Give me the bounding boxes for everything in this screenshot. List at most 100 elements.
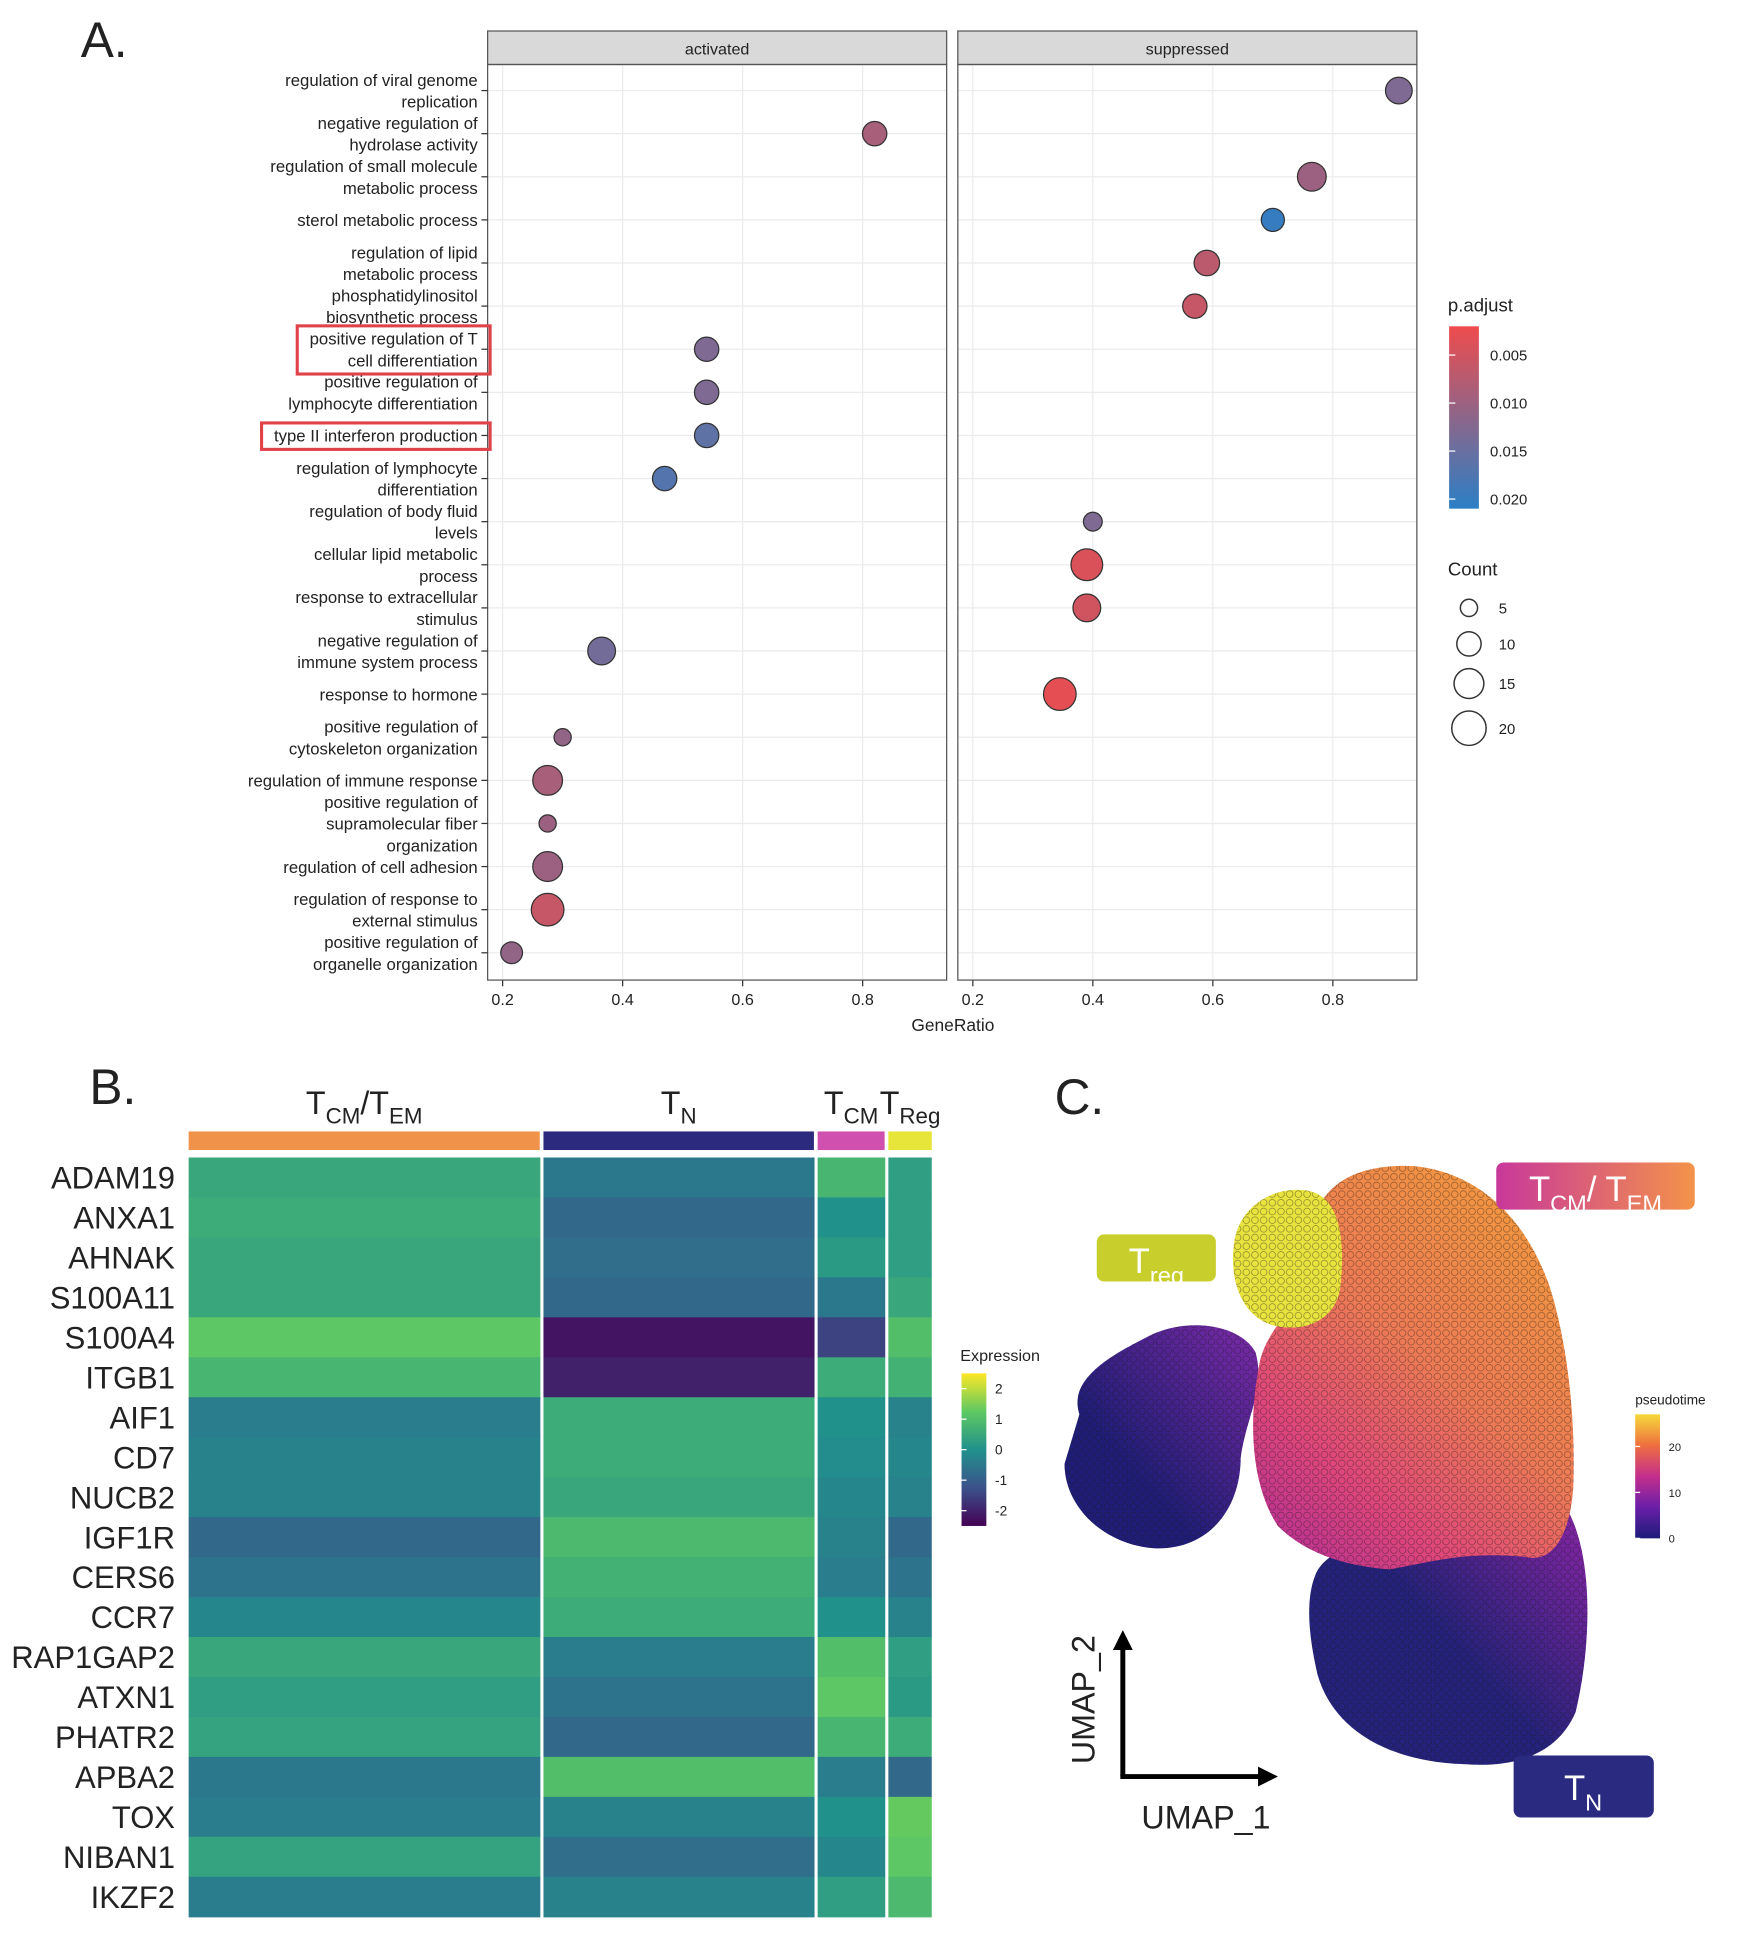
colorbar [1449, 326, 1479, 509]
colorbar-tick-label: 0.005 [1490, 349, 1527, 365]
dot [1193, 249, 1221, 277]
heatmap-cell [543, 1317, 815, 1358]
dot [1042, 677, 1077, 712]
cluster-label-box [1096, 1234, 1216, 1282]
heatmap-cell [543, 1477, 815, 1518]
dot [1260, 207, 1285, 233]
row-label: CERS6 [72, 1560, 175, 1595]
x-tick-label: 0.6 [731, 991, 753, 1009]
category-line: negative regulation of [318, 631, 478, 650]
category-label: regulation of cell adhesion [283, 858, 477, 877]
label-subscript: N [680, 1104, 696, 1129]
category-line: process [419, 567, 478, 586]
size-key-label: 20 [1499, 722, 1516, 738]
category-line: regulation of lipid [351, 243, 478, 262]
heatmap-cell [188, 1756, 541, 1798]
x-tick-label: 0.8 [851, 991, 873, 1009]
highlight-box [260, 421, 492, 451]
heatmap-cell [543, 1597, 815, 1638]
category-label: positive regulation of supramolecular fib… [324, 793, 478, 855]
category-line: phosphatidylinositol [332, 286, 478, 305]
cluster-label: Treg [1129, 1243, 1184, 1288]
dot [500, 941, 524, 965]
facet-strip [487, 30, 948, 66]
category-line: hydrolase activity [349, 136, 478, 155]
heatmap-cell [817, 1676, 886, 1718]
category-label: regulation of viral genome replication [285, 71, 478, 112]
colorbar-tick-label: 0.010 [1490, 397, 1527, 413]
size-key-label: 15 [1499, 677, 1516, 693]
category-label: type II interferon production [274, 427, 478, 446]
legend-title: Count [1448, 559, 1498, 580]
label-subscript: Reg [899, 1104, 940, 1129]
dot [651, 465, 678, 492]
label-subscript: reg [1150, 1262, 1184, 1288]
category-line: lymphocyte differentiation [288, 394, 477, 413]
heatmap-cell [543, 1357, 815, 1398]
dot [1082, 511, 1103, 532]
label-subscript: CM [844, 1104, 879, 1129]
heatmap-cell [888, 1397, 932, 1438]
heatmap-cell [888, 1197, 932, 1239]
heatmap-cell [543, 1397, 815, 1438]
category-label: positive regulation of cytoskeleton organ… [289, 718, 478, 759]
cluster-label-box [1496, 1162, 1695, 1210]
colorbar-tick-label: 1 [995, 1412, 1003, 1427]
label-text: /T [360, 1085, 389, 1121]
category-line: replication [401, 93, 477, 112]
dot [693, 336, 720, 363]
heatmap-cell [888, 1756, 932, 1798]
heatmap-cell [188, 1637, 541, 1678]
heatmap-cell [888, 1237, 932, 1278]
heatmap-cell [817, 1796, 886, 1838]
group-bar [817, 1131, 885, 1151]
panel-border [957, 63, 1418, 981]
size-key [1453, 667, 1485, 700]
category-label: regulation of body fluid levels [309, 502, 477, 543]
size-key [1456, 630, 1482, 657]
x-tick-label: 0.6 [1202, 991, 1224, 1009]
label-subscript: CM [326, 1104, 361, 1129]
heatmap-cell [543, 1637, 815, 1678]
category-line: supramolecular fiber [326, 815, 478, 834]
dot [1072, 593, 1102, 623]
heatmap-cell [543, 1277, 815, 1318]
category-line: cellular lipid metabolic [314, 545, 478, 564]
category-line: cytoskeleton organization [289, 739, 478, 758]
group-label: TCM [824, 1085, 878, 1129]
row-label: IGF1R [84, 1520, 175, 1555]
category-line: organization [387, 836, 478, 855]
category-label: cellular lipid metabolic process [314, 545, 478, 586]
dot [532, 764, 564, 796]
category-label: regulation of lymphocyte differentiation [296, 459, 477, 500]
category-label: regulation of response to external stimul… [294, 890, 478, 931]
colorbar-tick-label: 0 [995, 1443, 1003, 1458]
category-line: regulation of lymphocyte [296, 459, 477, 478]
row-label: ATXN1 [77, 1680, 175, 1715]
group-bar [888, 1131, 932, 1151]
heatmap-cell [543, 1557, 815, 1598]
row-label: CCR7 [91, 1600, 175, 1635]
dot [1384, 76, 1413, 105]
facet-label: suppressed [1146, 41, 1229, 59]
heatmap-cell [817, 1277, 886, 1318]
heatmap-cell [888, 1836, 932, 1878]
facet-label: activated [685, 41, 749, 59]
category-label: positive regulation of lymphocyte differe… [288, 373, 478, 414]
colorbar-tick-label: 0.020 [1490, 493, 1527, 509]
x-tick-label: 0.4 [1082, 991, 1104, 1009]
cluster-label: TCM/ TEM [1529, 1171, 1662, 1216]
category-line: external stimulus [352, 912, 478, 931]
colorbar-tick-label: 0.015 [1490, 445, 1527, 461]
x-tick-label: 0.2 [962, 991, 984, 1009]
dot [587, 636, 617, 666]
row-label: CD7 [113, 1440, 175, 1475]
label-text: T [661, 1085, 681, 1121]
label-subscript: N [1585, 1790, 1602, 1816]
dot [693, 422, 720, 449]
category-line: regulation of viral genome [285, 71, 478, 90]
arrow-head [1112, 1630, 1133, 1651]
category-line: sterol metabolic process [297, 211, 477, 230]
row-label: S100A4 [65, 1320, 175, 1355]
dot [1070, 548, 1104, 582]
